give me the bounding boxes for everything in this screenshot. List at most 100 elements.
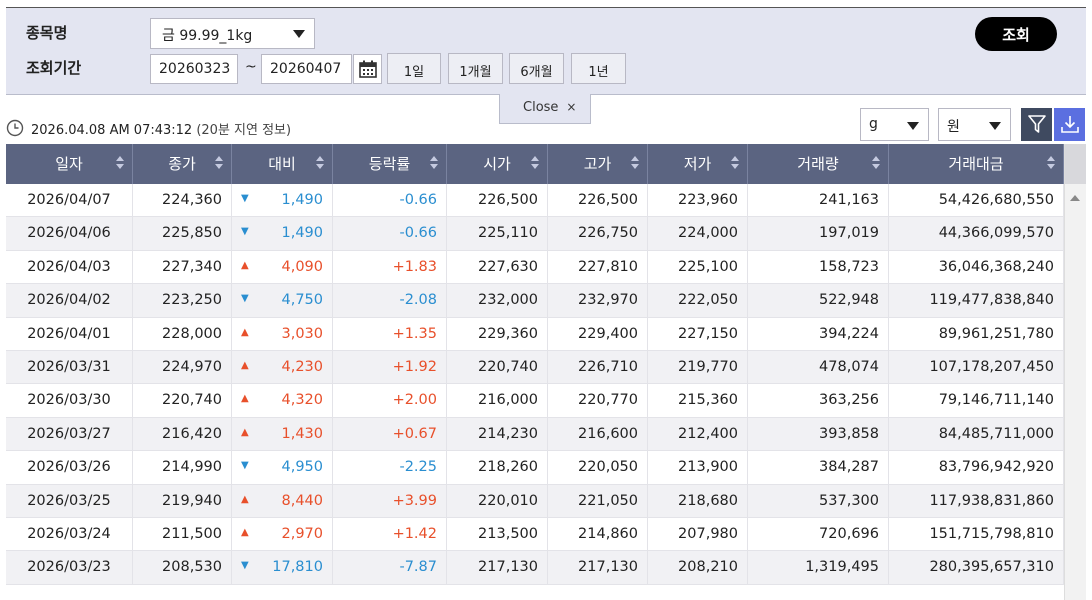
cell-date-value: 2026/03/26 xyxy=(27,459,111,476)
table-row[interactable]: 2026/03/27 216,420 ▲ 1,430 +0.67 214,230 216,6… xyxy=(6,417,1064,452)
cell-date-value: 2026/03/27 xyxy=(27,425,111,442)
cell-open-value: 225,110 xyxy=(478,225,538,242)
col-header-label: 등락률 xyxy=(368,155,411,173)
end-date-input[interactable]: 20260407 xyxy=(261,54,352,84)
delay-note: (20분 지연 정보) xyxy=(196,123,292,138)
cell-value: 54,426,680,550 xyxy=(889,184,1064,217)
vertical-scrollbar[interactable] xyxy=(1064,144,1086,600)
cell-rate-value: -7.87 xyxy=(399,559,437,576)
col-header-rate[interactable]: 등락률 xyxy=(333,144,447,184)
cell-rate: -2.25 xyxy=(333,451,447,484)
cell-close: 224,360 xyxy=(133,184,232,217)
cell-value-value: 44,366,099,570 xyxy=(938,225,1054,242)
currency-unit-select[interactable]: 원 xyxy=(938,108,1011,141)
cell-date-value: 2026/03/30 xyxy=(27,392,111,409)
table-row[interactable]: 2026/04/07 224,360 ▼ 1,490 -0.66 226,500 226,5… xyxy=(6,184,1064,218)
cell-high-value: 227,810 xyxy=(578,258,638,275)
cell-close-value: 224,970 xyxy=(162,358,222,375)
cell-rate: +1.83 xyxy=(333,250,447,284)
table-row[interactable]: 2026/04/06 225,850 ▼ 1,490 -0.66 225,110 226,7… xyxy=(6,217,1064,251)
period-1day-button[interactable]: 1일 xyxy=(387,53,441,84)
cell-close: 220,740 xyxy=(133,384,232,417)
table-row[interactable]: 2026/04/01 228,000 ▲ 3,030 +1.35 229,360 229,4… xyxy=(6,317,1064,351)
col-header-label: 거래량 xyxy=(797,155,839,173)
cell-value-value: 119,477,838,840 xyxy=(929,292,1054,309)
cell-value-value: 36,046,368,240 xyxy=(938,258,1054,275)
close-icon: × xyxy=(566,100,577,114)
cell-close-value: 211,500 xyxy=(162,525,222,542)
cell-value-value: 89,961,251,780 xyxy=(938,325,1054,342)
col-header-change[interactable]: 대비 xyxy=(232,144,333,184)
col-header-label: 대비 xyxy=(268,155,296,173)
cell-rate: +1.42 xyxy=(333,517,447,551)
cell-high: 220,770 xyxy=(548,384,648,417)
period-1month-button[interactable]: 1개월 xyxy=(448,53,503,84)
close-panel-button[interactable]: Close × xyxy=(499,94,591,124)
sort-icon xyxy=(631,156,639,170)
sort-icon xyxy=(430,156,438,170)
cell-low-value: 224,000 xyxy=(678,225,738,242)
cell-rate-value: +1.35 xyxy=(392,325,437,342)
table-row[interactable]: 2026/03/30 220,740 ▲ 4,320 +2.00 216,000 220,7… xyxy=(6,384,1064,418)
calendar-button[interactable] xyxy=(353,54,382,84)
start-date-input[interactable]: 20260323 xyxy=(150,54,238,84)
col-header-volume[interactable]: 거래량 xyxy=(748,144,889,184)
weight-unit-select[interactable]: g xyxy=(860,108,929,141)
cell-value: 151,715,798,810 xyxy=(889,517,1064,551)
cell-change: ▲ 2,970 xyxy=(232,517,333,551)
cell-close-value: 223,250 xyxy=(162,292,222,309)
table-row[interactable]: 2026/04/02 223,250 ▼ 4,750 -2.08 232,000 232,9… xyxy=(6,284,1064,318)
col-header-value[interactable]: 거래대금 xyxy=(889,144,1064,184)
sort-icon xyxy=(872,156,880,170)
period-6month-button[interactable]: 6개월 xyxy=(509,53,564,84)
cell-low: 227,150 xyxy=(648,317,748,350)
query-button[interactable]: 조회 xyxy=(975,17,1057,51)
period-1year-button[interactable]: 1년 xyxy=(571,53,626,84)
scroll-up-icon[interactable] xyxy=(1070,195,1080,201)
item-select[interactable]: 금 99.99_1kg xyxy=(150,18,315,49)
col-header-low[interactable]: 저가 xyxy=(648,144,748,184)
cell-volume-value: 158,723 xyxy=(819,258,879,275)
cell-change: ▼ 4,950 xyxy=(232,451,333,484)
cell-low: 212,400 xyxy=(648,417,748,451)
filter-icon xyxy=(1028,115,1046,133)
col-header-high[interactable]: 고가 xyxy=(548,144,648,184)
cell-open-value: 229,360 xyxy=(478,325,538,342)
cell-close-value: 220,740 xyxy=(162,392,222,409)
col-header-open[interactable]: 시가 xyxy=(447,144,548,184)
cell-value-value: 84,485,711,000 xyxy=(938,425,1054,442)
download-button[interactable] xyxy=(1054,108,1085,141)
cell-rate: -0.66 xyxy=(333,217,447,250)
cell-value: 107,178,207,450 xyxy=(889,350,1064,384)
cell-high: 216,600 xyxy=(548,417,648,451)
cell-volume: 478,074 xyxy=(748,350,889,384)
cell-high-value: 226,710 xyxy=(578,358,638,375)
cell-rate-value: +3.99 xyxy=(392,492,437,509)
cell-date-value: 2026/03/23 xyxy=(27,559,111,576)
table-row[interactable]: 2026/04/03 227,340 ▲ 4,090 +1.83 227,630 227,8… xyxy=(6,250,1064,285)
cell-rate: +0.67 xyxy=(333,417,447,451)
cell-date: 2026/03/31 xyxy=(6,350,133,384)
cell-low-value: 219,770 xyxy=(678,358,738,375)
down-arrow-icon: ▼ xyxy=(241,293,249,305)
table-row[interactable]: 2026/03/31 224,970 ▲ 4,230 +1.92 220,740 226,7… xyxy=(6,350,1064,385)
table-row[interactable]: 2026/03/26 214,990 ▼ 4,950 -2.25 218,260 220,0… xyxy=(6,451,1064,485)
filter-button[interactable] xyxy=(1021,108,1052,141)
cell-value: 44,366,099,570 xyxy=(889,217,1064,250)
col-header-label: 시가 xyxy=(483,155,511,173)
cell-volume: 363,256 xyxy=(748,384,889,417)
cell-open: 218,260 xyxy=(447,451,548,484)
cell-open: 220,740 xyxy=(447,350,548,384)
cell-volume-value: 197,019 xyxy=(819,225,879,242)
table-row[interactable]: 2026/03/24 211,500 ▲ 2,970 +1.42 213,500 214,8… xyxy=(6,517,1064,552)
table-row[interactable]: 2026/03/25 219,940 ▲ 8,440 +3.99 220,010 221,0… xyxy=(6,484,1064,518)
cell-change: ▲ 4,090 xyxy=(232,250,333,284)
col-header-close[interactable]: 종가 xyxy=(133,144,232,184)
col-header-date[interactable]: 일자 xyxy=(6,144,133,184)
cell-date: 2026/03/30 xyxy=(6,384,133,417)
cell-value-value: 151,715,798,810 xyxy=(929,525,1054,542)
cell-close: 228,000 xyxy=(133,317,232,350)
table-row[interactable]: 2026/03/23 208,530 ▼ 17,810 -7.87 217,130 217,… xyxy=(6,551,1064,585)
cell-volume-value: 1,319,495 xyxy=(805,559,879,576)
cell-rate-value: -0.66 xyxy=(399,192,437,208)
